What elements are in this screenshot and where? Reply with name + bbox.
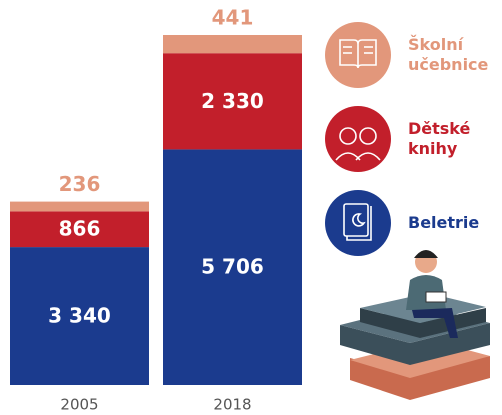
illustration — [340, 250, 490, 400]
x-tick-label: 2018 — [213, 396, 251, 414]
chart: 2005 3 340 866 236 2018 5 706 2 330 441 Beletri… — [0, 0, 502, 415]
value-label: 5 706 — [201, 255, 264, 279]
legend-label: Beletrie — [408, 213, 500, 233]
bar-segment — [163, 35, 302, 53]
legend-swatch — [325, 190, 391, 256]
legend-label: Dětské knihy — [408, 119, 500, 159]
value-label: 441 — [212, 6, 254, 30]
value-label: 236 — [59, 172, 101, 196]
value-label: 866 — [59, 217, 101, 241]
legend-label: Školní učebnice — [408, 35, 500, 75]
value-label: 2 330 — [201, 89, 264, 113]
x-tick-label: 2005 — [60, 396, 98, 414]
bar-segment — [10, 202, 149, 212]
legend-swatch — [325, 106, 391, 172]
value-label: 3 340 — [48, 304, 111, 328]
